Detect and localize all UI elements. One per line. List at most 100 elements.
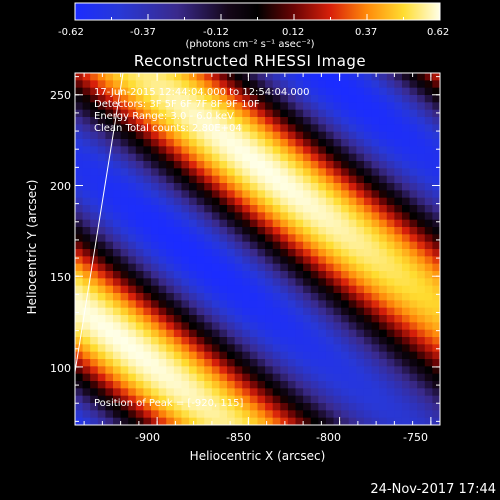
- heatmap-cell: [363, 278, 373, 287]
- heatmap-cell: [272, 124, 281, 133]
- heatmap-cell: [363, 102, 373, 111]
- heatmap-cell: [424, 410, 433, 419]
- heatmap-cell: [341, 168, 350, 177]
- heatmap-cell: [303, 417, 312, 425]
- heatmap-cell: [204, 102, 213, 111]
- heatmap-cell: [249, 146, 259, 155]
- heatmap-cell: [417, 241, 426, 250]
- heatmap-cell: [196, 168, 205, 177]
- heatmap-cell: [333, 359, 342, 367]
- heatmap-cell: [341, 315, 350, 323]
- heatmap-cell: [143, 307, 152, 316]
- heatmap-cell: [386, 278, 395, 287]
- heatmap-cell: [211, 256, 221, 265]
- heatmap-cell: [242, 315, 251, 323]
- heatmap-cell: [303, 344, 312, 353]
- heatmap-cell: [318, 256, 327, 265]
- heatmap-cell: [82, 219, 91, 228]
- heatmap-cell: [234, 256, 243, 265]
- heatmap-cell: [432, 212, 440, 221]
- heatmap-cell: [348, 161, 357, 169]
- heatmap-cell: [242, 175, 251, 184]
- heatmap-cell: [181, 183, 190, 191]
- heatmap-cell: [325, 351, 335, 360]
- heatmap-cell: [371, 131, 380, 140]
- heatmap-cell: [318, 80, 327, 89]
- heatmap-cell: [113, 109, 122, 118]
- heatmap-cell: [211, 381, 221, 389]
- heatmap-cell: [363, 168, 373, 177]
- heatmap-cell: [341, 139, 350, 147]
- heatmap-cell: [173, 256, 183, 265]
- heatmap-cell: [189, 337, 198, 345]
- heatmap-cell: [287, 359, 297, 367]
- heatmap-cell: [287, 388, 297, 397]
- heatmap-cell: [204, 219, 213, 228]
- heatmap-cell: [249, 153, 259, 162]
- heatmap-cell: [341, 109, 350, 118]
- heatmap-cell: [409, 381, 418, 389]
- heatmap-cell: [287, 183, 297, 191]
- heatmap-cell: [356, 278, 365, 287]
- heatmap-cell: [166, 388, 175, 397]
- heatmap-cell: [120, 315, 129, 323]
- heatmap-cell: [128, 241, 137, 250]
- heatmap-cell: [204, 73, 213, 81]
- heatmap-cell: [105, 351, 114, 360]
- heatmap-cell: [401, 388, 411, 397]
- heatmap-cell: [181, 117, 190, 125]
- heatmap-cell: [211, 139, 221, 147]
- heatmap-cell: [280, 205, 289, 213]
- heatmap-cell: [151, 249, 160, 257]
- heatmap-cell: [432, 285, 440, 294]
- heatmap-cell: [265, 344, 274, 353]
- heatmap-cell: [379, 417, 388, 425]
- heatmap-cell: [173, 102, 183, 111]
- heatmap-cell: [120, 241, 129, 250]
- heatmap-cell: [280, 168, 289, 177]
- heatmap-cell: [135, 315, 145, 323]
- heatmap-cell: [242, 278, 251, 287]
- heatmap-cell: [287, 278, 297, 287]
- heatmap-cell: [409, 73, 418, 81]
- heatmap-cell: [348, 410, 357, 419]
- heatmap-cell: [265, 131, 274, 140]
- heatmap-cell: [158, 344, 167, 353]
- heatmap-cell: [318, 87, 327, 96]
- heatmap-cell: [249, 388, 259, 397]
- heatmap-cell: [333, 205, 342, 213]
- heatmap-cell: [310, 307, 319, 316]
- heatmap-cell: [432, 278, 440, 287]
- heatmap-cell: [158, 139, 167, 147]
- heatmap-cell: [128, 351, 137, 360]
- heatmap-cell: [257, 307, 266, 316]
- heatmap-cell: [135, 124, 145, 133]
- heatmap-cell: [151, 102, 160, 111]
- heatmap-cell: [280, 315, 289, 323]
- heatmap-cell: [386, 381, 395, 389]
- heatmap-cell: [173, 395, 183, 404]
- heatmap-cell: [401, 73, 411, 81]
- heatmap-cell: [280, 271, 289, 279]
- heatmap-cell: [325, 139, 335, 147]
- heatmap-cell: [318, 131, 327, 140]
- heatmap-cell: [417, 315, 426, 323]
- heatmap-cell: [295, 183, 304, 191]
- heatmap-cell: [143, 373, 152, 382]
- heatmap-cell: [135, 87, 145, 96]
- heatmap-cell: [189, 366, 198, 375]
- heatmap-cell: [120, 131, 129, 140]
- heatmap-cell: [227, 241, 236, 250]
- heatmap-cell: [166, 175, 175, 184]
- heatmap-cell: [265, 249, 274, 257]
- heatmap-cell: [257, 190, 266, 199]
- heatmap-cell: [90, 263, 99, 272]
- heatmap-cell: [379, 183, 388, 191]
- heatmap-cell: [219, 381, 228, 389]
- heatmap-cell: [196, 183, 205, 191]
- heatmap-cell: [196, 102, 205, 111]
- heatmap-cell: [151, 80, 160, 89]
- heatmap-cell: [128, 212, 137, 221]
- heatmap-cell: [394, 285, 403, 294]
- heatmap-cell: [249, 351, 259, 360]
